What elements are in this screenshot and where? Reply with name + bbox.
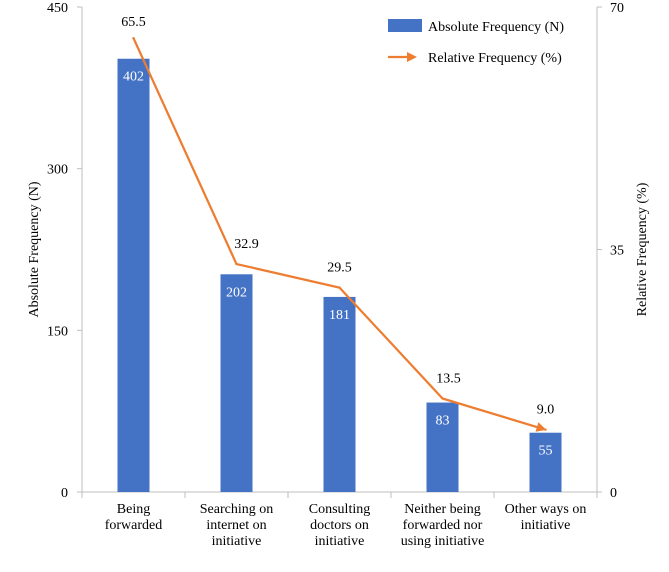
legend-swatch-bar	[388, 19, 422, 32]
line-value-label: 13.5	[436, 371, 461, 386]
x-category-label: doctors on	[310, 518, 369, 533]
y-tick-label-right: 70	[610, 1, 624, 16]
x-category-label: Being	[117, 502, 150, 517]
line-point	[235, 262, 238, 266]
legend-label-line: Relative Frequency (%)	[428, 51, 562, 66]
line-point	[544, 428, 547, 431]
x-category-label: Searching on	[200, 502, 273, 517]
y-tick-label-left: 300	[47, 163, 68, 178]
x-category-label: Consulting	[309, 502, 370, 517]
x-category-label: forwarded	[105, 518, 163, 533]
y-tick-label-right: 0	[610, 486, 617, 501]
x-category-label: using initiative	[401, 534, 485, 549]
y-axis-title-left: Absolute Frequency (N)	[27, 181, 42, 317]
y-tick-label-left: 150	[47, 324, 68, 339]
x-category-label: Other ways on	[505, 502, 587, 517]
bar	[529, 432, 562, 492]
line-point	[132, 36, 135, 40]
bar	[220, 274, 253, 492]
legend-label-bar: Absolute Frequency (N)	[428, 20, 564, 35]
bar-value-label: 83	[436, 414, 450, 429]
line-point	[441, 397, 444, 400]
x-category-label: forwarded nor	[403, 518, 483, 533]
bar-value-label: 181	[329, 308, 350, 323]
bar-value-label: 402	[123, 70, 144, 85]
bar	[426, 402, 459, 492]
line-value-label: 32.9	[234, 237, 259, 252]
line-value-label: 65.5	[121, 15, 146, 30]
x-category-label: initiative	[212, 534, 262, 549]
line-value-label: 9.0	[537, 403, 555, 418]
y-axis-title-right: Relative Frequency (%)	[635, 182, 650, 316]
y-tick-label-left: 450	[47, 1, 68, 16]
bar-value-label: 55	[539, 444, 553, 459]
x-category-label: internet on	[206, 518, 266, 533]
bar-value-label: 202	[226, 285, 247, 300]
line-value-label: 29.5	[327, 261, 352, 276]
line-point	[338, 286, 341, 289]
x-category-label: Neither being	[404, 502, 481, 517]
y-tick-label-left: 0	[61, 486, 68, 501]
y-tick-label-right: 35	[610, 244, 624, 259]
x-category-label: initiative	[315, 534, 365, 549]
bar	[323, 296, 356, 492]
x-category-label: initiative	[521, 518, 571, 533]
bar	[117, 58, 150, 492]
